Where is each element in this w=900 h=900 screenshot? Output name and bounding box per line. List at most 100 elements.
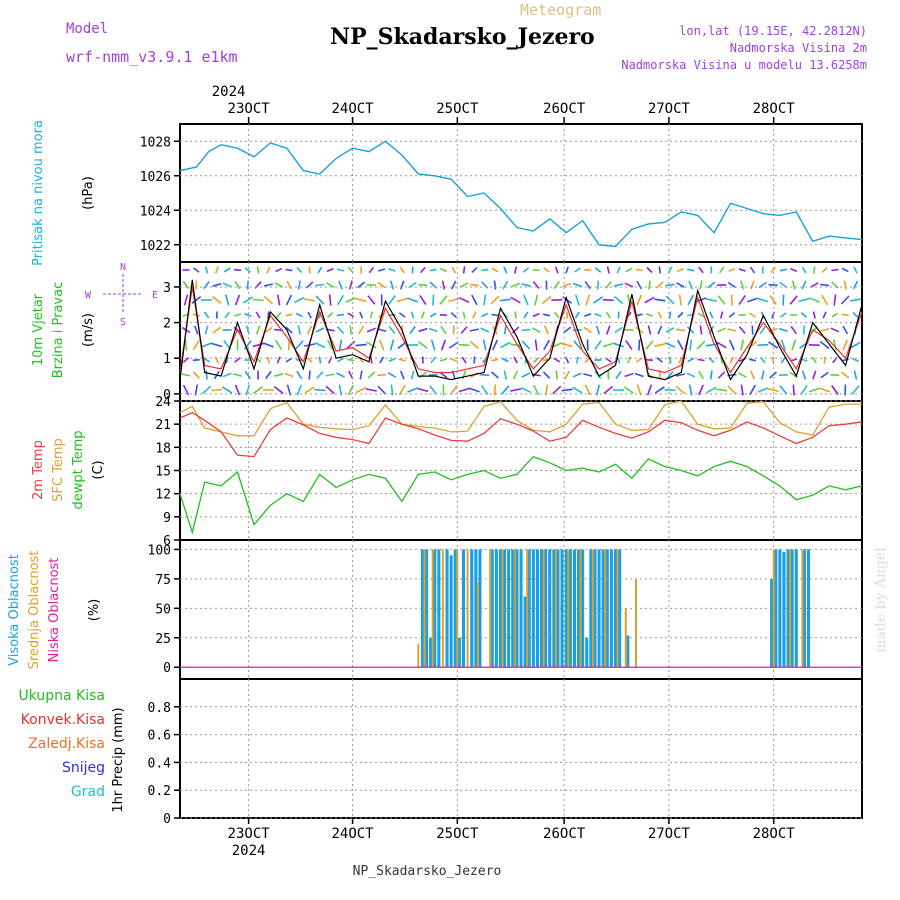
bottom-date-label: 26OCT bbox=[543, 826, 586, 842]
cloud-mid-bar bbox=[616, 549, 619, 668]
wind-arrow bbox=[831, 268, 839, 272]
cloud-high-bar bbox=[802, 549, 806, 668]
cloud-high-bar bbox=[470, 549, 474, 668]
wind-arrow bbox=[520, 386, 532, 394]
cloud-ytick-label: 25 bbox=[155, 632, 171, 647]
wind-arrow bbox=[212, 296, 222, 304]
wind-arrow bbox=[624, 282, 634, 288]
wind-arrow bbox=[325, 373, 335, 377]
wind-arrow bbox=[440, 325, 447, 335]
cloud-high-bar bbox=[786, 549, 790, 668]
wind-arrow bbox=[645, 340, 654, 350]
compass-s: S bbox=[120, 317, 126, 328]
wind-arrow bbox=[842, 339, 849, 351]
wind-arrow bbox=[388, 357, 396, 363]
cloud-high-bar bbox=[531, 549, 535, 668]
cloud-high-bar bbox=[626, 635, 630, 668]
wind-ytick-label: 3 bbox=[163, 281, 171, 296]
cloud-high-bar bbox=[548, 549, 552, 668]
wind-arrow bbox=[585, 294, 591, 306]
wind-arrow bbox=[314, 388, 326, 392]
wind-arrow bbox=[554, 266, 559, 274]
precip-ylabel: 1hr Precip (mm) bbox=[111, 707, 126, 812]
wind-arrow bbox=[812, 370, 817, 380]
wind-arrow bbox=[211, 388, 223, 392]
wind-arrow bbox=[728, 339, 735, 351]
wind-arrow bbox=[357, 281, 366, 289]
wind-arrow bbox=[605, 311, 611, 319]
precip-ytick-label: 0.4 bbox=[148, 756, 172, 771]
wind-arrow bbox=[296, 370, 303, 380]
wind-arrow bbox=[594, 340, 602, 350]
wind-arrow bbox=[561, 342, 573, 348]
wind-arrow bbox=[297, 325, 301, 335]
wind-arrow bbox=[316, 371, 324, 379]
wind-arrow bbox=[295, 340, 304, 350]
wind-arrow bbox=[345, 297, 357, 303]
wind-arrow bbox=[193, 325, 199, 335]
wind-arrow bbox=[706, 386, 717, 394]
wind-arrow bbox=[614, 283, 624, 287]
cloud-mid-bar bbox=[417, 643, 420, 668]
wind-arrow bbox=[367, 295, 376, 305]
wind-arrow bbox=[253, 386, 263, 394]
wind-arrow bbox=[584, 280, 591, 290]
cloud-high-bar bbox=[794, 549, 798, 668]
wind-arrow bbox=[749, 266, 756, 274]
wind-arrow bbox=[347, 266, 354, 274]
wind-arrow bbox=[355, 297, 367, 303]
wind-arrow bbox=[602, 298, 614, 302]
wind-arrow bbox=[698, 370, 704, 380]
wind-arrow bbox=[264, 326, 273, 334]
cloud-high-bar bbox=[564, 549, 568, 668]
wind-arrow bbox=[346, 340, 356, 350]
cloud-high-bar bbox=[790, 549, 794, 668]
wind-arrow bbox=[491, 358, 499, 362]
wind-arrow bbox=[750, 280, 755, 290]
wind-arrow bbox=[461, 370, 467, 380]
cloud-high-bar bbox=[778, 549, 782, 668]
wind-arrow bbox=[841, 267, 849, 273]
cloud-high-bar bbox=[515, 549, 519, 668]
bottom-date-label: 28OCT bbox=[753, 826, 796, 842]
wind-arrow bbox=[789, 295, 798, 305]
wind-arrow bbox=[450, 312, 457, 318]
wind-arrow bbox=[767, 388, 779, 392]
wind-arrow bbox=[709, 370, 713, 380]
wind-arrow bbox=[616, 356, 621, 364]
wind-arrow bbox=[584, 384, 591, 396]
wind-arrow bbox=[811, 356, 817, 364]
wind-arrow bbox=[420, 311, 425, 319]
wind-arrow bbox=[675, 328, 686, 332]
wind-arrow bbox=[225, 356, 229, 364]
cloud-high-bar bbox=[589, 549, 593, 668]
wind-arrow bbox=[687, 294, 695, 306]
wind-arrow bbox=[365, 388, 377, 392]
wind-arrow bbox=[534, 294, 539, 306]
wind-arrow bbox=[645, 312, 654, 318]
wind-arrow bbox=[418, 341, 428, 349]
wind-arrow bbox=[410, 311, 415, 319]
wind-arrow bbox=[471, 294, 478, 306]
wind-arrow bbox=[510, 388, 522, 392]
cloud-mid-bar bbox=[489, 549, 492, 668]
wind-arrow bbox=[315, 295, 325, 305]
precip-ytick-label: 0 bbox=[163, 812, 171, 827]
wind-arrow bbox=[366, 327, 376, 333]
wind-arrow bbox=[738, 268, 746, 272]
cloud-high-bar bbox=[614, 549, 618, 668]
wind-arrow bbox=[635, 268, 643, 272]
temperature-ytick-label: 21 bbox=[155, 418, 171, 433]
wind-arrow bbox=[233, 313, 242, 317]
temperature-ytick-label: 6 bbox=[163, 534, 171, 549]
wind-arrow bbox=[490, 295, 500, 305]
cloud-high-bar bbox=[507, 549, 511, 668]
wind-arrow bbox=[284, 372, 294, 378]
wind-arrow bbox=[720, 311, 724, 319]
wind-arrow bbox=[338, 339, 343, 351]
wind-arrow bbox=[398, 358, 406, 362]
wind-arrow bbox=[853, 266, 858, 274]
cloud-mid-bar bbox=[624, 608, 627, 668]
temp-unit: (C) bbox=[91, 460, 106, 479]
